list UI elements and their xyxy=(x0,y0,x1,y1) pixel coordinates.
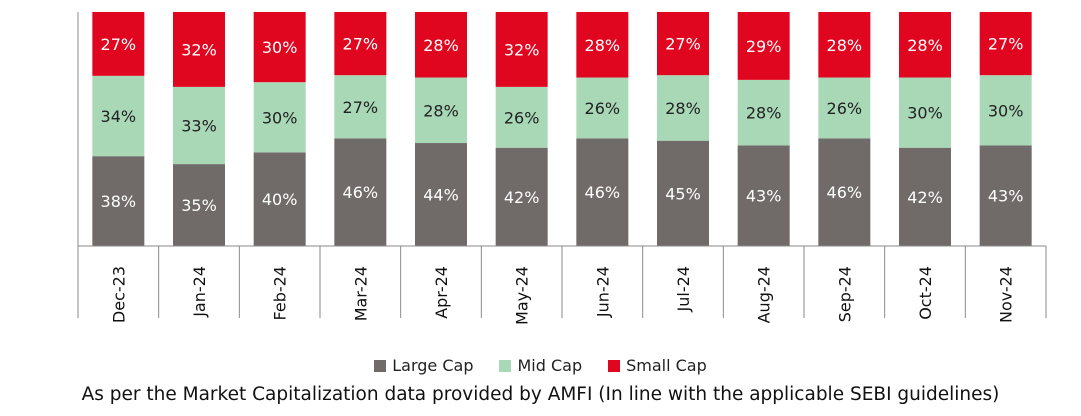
x-tick-label: Sep-24 xyxy=(835,266,854,322)
bar-large-cap-mar-24 xyxy=(334,138,387,246)
data-label: 43% xyxy=(746,187,782,206)
bar-small-cap-dec-23 xyxy=(92,12,145,76)
bar-large-cap-dec-23 xyxy=(92,156,145,246)
legend-swatch-small-cap xyxy=(608,359,621,372)
data-label: 42% xyxy=(504,188,540,207)
bar-large-cap-jun-24 xyxy=(576,138,629,246)
bar-small-cap-feb-24 xyxy=(253,12,306,83)
bar-small-cap-nov-24 xyxy=(979,12,1032,76)
bar-small-cap-mar-24 xyxy=(334,12,387,76)
bar-mid-cap-jul-24 xyxy=(657,75,709,141)
bar-large-cap-feb-24 xyxy=(253,152,306,246)
stacked-bar-chart: 38% 34% 27% Dec-23 35% 33% 32% Jan-24 40% 30% 30% F… xyxy=(77,12,1047,325)
bar-mid-cap-jan-24 xyxy=(173,86,225,165)
x-tick-label: Jun-24 xyxy=(593,266,612,318)
data-label: 28% xyxy=(423,101,459,120)
legend-swatch-large-cap xyxy=(374,359,387,372)
legend-item-large-cap: Large Cap xyxy=(374,356,473,375)
legend-item-mid-cap: Mid Cap xyxy=(499,356,582,375)
legend-label-small-cap: Small Cap xyxy=(626,356,707,375)
bar-mid-cap-oct-24 xyxy=(899,77,951,148)
legend-label-large-cap: Large Cap xyxy=(392,356,474,375)
data-label: 40% xyxy=(262,190,298,209)
bar-large-cap-nov-24 xyxy=(979,145,1032,246)
data-label: 30% xyxy=(262,38,298,57)
data-label: 29% xyxy=(746,37,782,56)
bar-mid-cap-sep-24 xyxy=(818,77,871,139)
bar-mid-cap-feb-24 xyxy=(253,82,306,153)
data-label: 28% xyxy=(907,36,943,55)
bar-small-cap-jun-24 xyxy=(576,12,629,78)
x-tick-label: Mar-24 xyxy=(351,266,370,321)
legend-label-mid-cap: Mid Cap xyxy=(517,356,583,375)
data-label: 26% xyxy=(504,108,540,127)
x-tick-label: Dec-23 xyxy=(109,266,128,323)
bar-mid-cap-dec-23 xyxy=(92,75,145,157)
x-tick-label: Jul-24 xyxy=(674,266,693,312)
data-label: 27% xyxy=(988,35,1024,54)
data-label: 32% xyxy=(504,40,540,59)
data-label: 28% xyxy=(423,36,459,55)
bar-large-cap-sep-24 xyxy=(818,138,871,246)
data-label: 30% xyxy=(988,101,1024,120)
bar-large-cap-may-24 xyxy=(495,147,548,246)
bar-large-cap-apr-24 xyxy=(415,143,467,246)
data-label: 27% xyxy=(101,35,137,54)
data-label: 28% xyxy=(665,99,701,118)
data-label: 46% xyxy=(585,183,621,202)
bar-mid-cap-jun-24 xyxy=(576,77,629,139)
bar-mid-cap-nov-24 xyxy=(979,75,1032,146)
bar-small-cap-apr-24 xyxy=(415,12,467,78)
x-tick-label: Aug-24 xyxy=(755,266,774,323)
legend-swatch-mid-cap xyxy=(499,359,512,372)
x-tick-label: Oct-24 xyxy=(916,266,935,320)
data-label: 27% xyxy=(665,35,701,54)
x-tick-label: Jan-24 xyxy=(190,266,209,318)
data-label: 27% xyxy=(343,35,379,54)
bar-mid-cap-aug-24 xyxy=(737,79,790,146)
bar-small-cap-aug-24 xyxy=(737,12,790,80)
data-label: 32% xyxy=(181,40,217,59)
bar-small-cap-sep-24 xyxy=(818,12,871,78)
data-label: 30% xyxy=(907,104,943,123)
footnote: As per the Market Capitalization data pr… xyxy=(81,384,1000,405)
bar-large-cap-aug-24 xyxy=(737,145,790,246)
data-label: 34% xyxy=(101,107,137,126)
data-label: 35% xyxy=(181,196,217,215)
x-tick-label: Feb-24 xyxy=(271,266,290,320)
data-label: 43% xyxy=(988,187,1024,206)
data-label: 33% xyxy=(181,116,217,135)
data-label: 42% xyxy=(907,188,943,207)
bar-mid-cap-mar-24 xyxy=(334,75,387,139)
bar-large-cap-jul-24 xyxy=(657,140,709,246)
data-label: 28% xyxy=(585,36,621,55)
bar-small-cap-oct-24 xyxy=(899,12,951,78)
bar-small-cap-may-24 xyxy=(495,12,548,87)
x-tick-label: May-24 xyxy=(513,266,532,325)
x-tick-label: Apr-24 xyxy=(432,266,451,319)
bar-large-cap-oct-24 xyxy=(899,147,951,246)
data-label: 46% xyxy=(827,183,863,202)
bar-small-cap-jan-24 xyxy=(173,12,225,87)
data-label: 30% xyxy=(262,108,298,127)
x-tick-label: Nov-24 xyxy=(997,266,1016,323)
data-label: 26% xyxy=(585,99,621,118)
data-label: 38% xyxy=(101,192,137,211)
legend-item-small-cap: Small Cap xyxy=(608,356,707,375)
data-label: 27% xyxy=(343,98,379,117)
data-label: 45% xyxy=(665,184,701,203)
data-label: 28% xyxy=(746,104,782,123)
bar-small-cap-jul-24 xyxy=(657,12,709,76)
bar-mid-cap-apr-24 xyxy=(415,77,467,144)
data-label: 26% xyxy=(827,99,863,118)
data-label: 46% xyxy=(343,183,379,202)
data-label: 44% xyxy=(423,186,459,205)
bar-mid-cap-may-24 xyxy=(495,86,548,148)
legend: Large Cap Mid Cap Small Cap xyxy=(0,356,1081,375)
bar-large-cap-jan-24 xyxy=(173,164,225,246)
data-label: 28% xyxy=(827,36,863,55)
